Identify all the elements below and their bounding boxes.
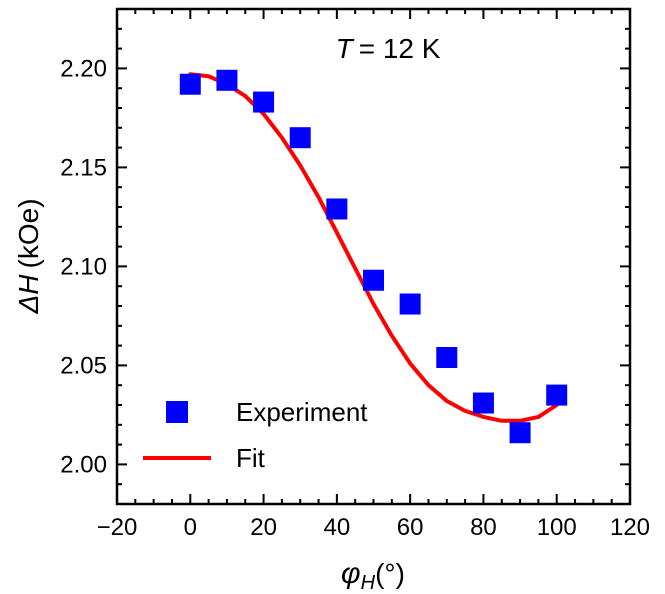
legend-label-fit: Fit bbox=[236, 443, 266, 473]
plot-frame bbox=[115, 7, 632, 506]
data-point bbox=[216, 69, 238, 91]
data-point bbox=[472, 392, 494, 414]
x-axis-symbol: φ bbox=[341, 557, 361, 590]
y-axis-symbol: ΔH bbox=[13, 274, 44, 315]
y-tick-label: 2.15 bbox=[60, 154, 107, 181]
legend-marker-experiment bbox=[166, 401, 188, 423]
x-tick-label: 0 bbox=[184, 514, 197, 541]
x-tick-label: 40 bbox=[324, 514, 351, 541]
data-point bbox=[399, 293, 421, 315]
y-tick-label: 2.05 bbox=[60, 352, 107, 379]
data-point bbox=[289, 127, 311, 149]
data-point bbox=[436, 346, 458, 368]
tick-labels: −20 0 20 40 60 80 100 120 2.00 2.05 2.10 2.15 2.20 bbox=[60, 55, 650, 541]
x-tick-label: 100 bbox=[537, 514, 577, 541]
data-point bbox=[326, 198, 348, 220]
annotation: T = 12 K bbox=[336, 33, 441, 64]
y-axis-unit: (kOe) bbox=[13, 198, 44, 268]
x-tick-label: 20 bbox=[250, 514, 277, 541]
x-axis-title: φH(°) bbox=[341, 557, 405, 594]
x-tick-label: 120 bbox=[610, 514, 650, 541]
y-tick-label: 2.10 bbox=[60, 253, 107, 280]
data-point bbox=[363, 269, 384, 291]
data-point bbox=[179, 73, 201, 95]
annotation-value: = 12 K bbox=[359, 33, 441, 64]
y-tick-label: 2.00 bbox=[60, 451, 107, 478]
data-point bbox=[546, 384, 568, 406]
x-tick-label: 80 bbox=[470, 514, 497, 541]
x-tick-label: 60 bbox=[397, 514, 424, 541]
x-axis-unit: (°) bbox=[375, 558, 405, 589]
y-tick-label: 2.20 bbox=[60, 55, 107, 82]
annotation-symbol: T bbox=[336, 33, 355, 64]
legend: Experiment Fit bbox=[143, 397, 368, 473]
y-axis-title: ΔH (kOe) bbox=[13, 198, 44, 314]
x-axis-subscript: H bbox=[361, 572, 376, 594]
data-point bbox=[509, 422, 531, 444]
experiment-series bbox=[179, 69, 568, 444]
legend-label-experiment: Experiment bbox=[236, 397, 368, 427]
fit-line bbox=[188, 72, 559, 423]
x-tick-label: −20 bbox=[97, 514, 138, 541]
data-point bbox=[253, 91, 275, 113]
fit-series bbox=[188, 72, 559, 423]
